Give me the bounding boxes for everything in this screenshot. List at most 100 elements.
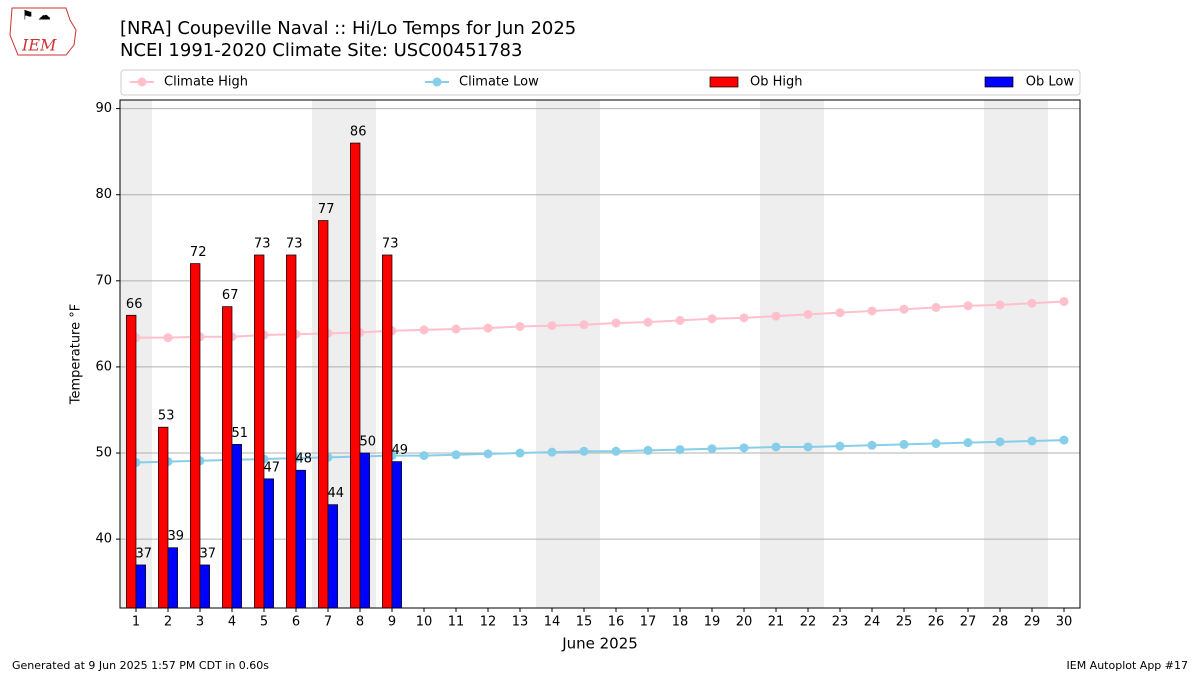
bar bbox=[318, 220, 329, 609]
data-label: 73 bbox=[286, 236, 303, 251]
weekend-shade bbox=[792, 100, 824, 608]
plot-frame bbox=[119, 99, 1081, 609]
x-tick-label: 11 bbox=[448, 615, 465, 630]
x-tick-label: 30 bbox=[1056, 615, 1073, 630]
legend-swatch bbox=[709, 76, 739, 88]
legend-swatch bbox=[984, 76, 1014, 88]
line-marker bbox=[1027, 298, 1037, 308]
legend-marker bbox=[432, 77, 442, 87]
footer-right: IEM Autoplot App #17 bbox=[1067, 659, 1189, 672]
data-label: 72 bbox=[190, 245, 207, 260]
x-tick-label: 9 bbox=[388, 615, 396, 630]
bar bbox=[286, 254, 297, 609]
data-label: 77 bbox=[318, 202, 335, 217]
bar bbox=[199, 564, 210, 609]
logo: ⚑ ☁ IEM bbox=[9, 7, 77, 56]
line-marker bbox=[643, 317, 653, 327]
y-tick-label: 50 bbox=[95, 446, 112, 461]
line-marker bbox=[547, 321, 557, 331]
bar bbox=[327, 504, 338, 609]
x-tick-label: 26 bbox=[928, 615, 945, 630]
x-tick-label: 27 bbox=[960, 615, 977, 630]
x-tick-label: 25 bbox=[896, 615, 913, 630]
bar bbox=[231, 444, 242, 609]
line-marker bbox=[579, 320, 589, 330]
x-tick-label: 8 bbox=[356, 615, 364, 630]
bar bbox=[158, 426, 169, 609]
weekend-shade bbox=[984, 100, 1016, 608]
line-marker bbox=[451, 450, 461, 460]
line-marker bbox=[1027, 436, 1037, 446]
bar bbox=[359, 452, 370, 609]
line-marker bbox=[675, 445, 685, 455]
line-marker bbox=[675, 315, 685, 325]
data-label: 66 bbox=[126, 297, 143, 312]
legend-marker bbox=[137, 77, 147, 87]
bar bbox=[382, 254, 393, 609]
y-tick-label: 90 bbox=[95, 101, 112, 116]
line-marker bbox=[771, 442, 781, 452]
x-tick-label: 14 bbox=[544, 615, 561, 630]
weekend-shade bbox=[536, 100, 568, 608]
x-tick-label: 28 bbox=[992, 615, 1009, 630]
line-marker bbox=[931, 439, 941, 449]
bar bbox=[263, 478, 274, 609]
x-tick-label: 22 bbox=[800, 615, 817, 630]
bar bbox=[222, 306, 233, 609]
x-tick-label: 21 bbox=[768, 615, 785, 630]
line-marker bbox=[771, 311, 781, 321]
line-marker bbox=[707, 314, 717, 324]
y-tick-label: 80 bbox=[95, 187, 112, 202]
line-marker bbox=[643, 445, 653, 455]
weekend-shade bbox=[1016, 100, 1048, 608]
legend-label: Climate High bbox=[164, 75, 248, 90]
line-marker bbox=[835, 441, 845, 451]
y-axis-label: Temperature °F bbox=[69, 304, 84, 405]
line-marker bbox=[739, 313, 749, 323]
line-marker bbox=[1059, 296, 1069, 306]
data-label: 73 bbox=[382, 236, 399, 251]
line-marker bbox=[419, 451, 429, 461]
bar bbox=[167, 547, 178, 609]
x-tick-label: 15 bbox=[576, 615, 593, 630]
x-tick-label: 23 bbox=[832, 615, 849, 630]
x-axis-label: June 2025 bbox=[561, 635, 638, 653]
x-tick-label: 29 bbox=[1024, 615, 1041, 630]
x-tick-label: 6 bbox=[292, 615, 300, 630]
line-marker bbox=[931, 303, 941, 313]
line-marker bbox=[451, 324, 461, 334]
legend-box bbox=[120, 69, 1081, 96]
x-tick-label: 4 bbox=[228, 615, 236, 630]
svg-text:⚑ ☁: ⚑ ☁ bbox=[22, 9, 51, 24]
x-tick-label: 5 bbox=[260, 615, 268, 630]
data-label: 73 bbox=[254, 236, 271, 251]
data-label: 51 bbox=[232, 426, 249, 441]
data-label: 67 bbox=[222, 288, 239, 303]
line-marker bbox=[803, 309, 813, 319]
line-marker bbox=[483, 449, 493, 459]
line-marker bbox=[899, 439, 909, 449]
x-tick-label: 20 bbox=[736, 615, 753, 630]
data-label: 50 bbox=[360, 435, 377, 450]
chart-subtitle: NCEI 1991-2020 Climate Site: USC00451783 bbox=[120, 40, 522, 61]
x-tick-label: 12 bbox=[480, 615, 497, 630]
line-marker bbox=[803, 442, 813, 452]
legend-label: Ob High bbox=[750, 75, 803, 90]
line-marker bbox=[515, 321, 525, 331]
line-marker bbox=[579, 446, 589, 456]
line-marker bbox=[995, 437, 1005, 447]
bar bbox=[295, 469, 306, 609]
line-marker bbox=[163, 333, 173, 343]
x-tick-label: 7 bbox=[324, 615, 332, 630]
line-marker bbox=[899, 304, 909, 314]
data-label: 86 bbox=[350, 125, 367, 140]
weekend-shade bbox=[568, 100, 600, 608]
data-label: 39 bbox=[168, 529, 185, 544]
line-marker bbox=[867, 306, 877, 316]
data-label: 44 bbox=[328, 486, 345, 501]
x-tick-label: 16 bbox=[608, 615, 625, 630]
bar bbox=[350, 142, 361, 609]
y-tick-label: 70 bbox=[95, 273, 112, 288]
x-tick-label: 24 bbox=[864, 615, 881, 630]
x-tick-label: 1 bbox=[132, 615, 140, 630]
